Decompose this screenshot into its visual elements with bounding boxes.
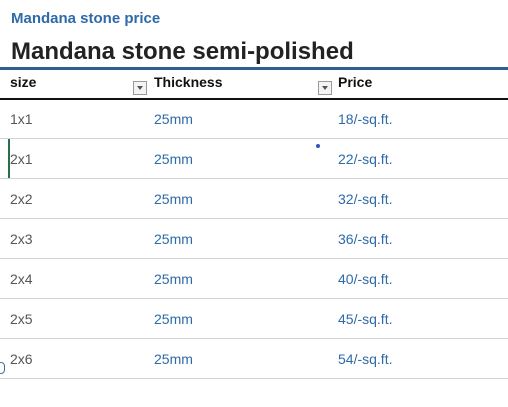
- row-divider: [0, 178, 508, 179]
- table-cell: 32/-sq.ft.: [338, 191, 393, 207]
- row-divider: [0, 138, 508, 139]
- row-divider: [0, 258, 508, 259]
- table-cell: 2x2: [10, 191, 33, 207]
- table-cell: 22/-sq.ft.: [338, 151, 393, 167]
- table-cell: 40/-sq.ft.: [338, 271, 393, 287]
- table-cell: 25mm: [154, 231, 193, 247]
- column-header: Thickness: [154, 74, 223, 90]
- table-cell: 25mm: [154, 351, 193, 367]
- column-header: size: [10, 74, 37, 90]
- sheet-title: Mandana stone price: [11, 10, 161, 27]
- table-cell: 25mm: [154, 271, 193, 287]
- column-header: Price: [338, 74, 373, 90]
- table-cell: 2x6: [10, 351, 33, 367]
- table-cell: 36/-sq.ft.: [338, 231, 393, 247]
- table-cell: 1x1: [10, 111, 33, 127]
- edge-handle: [0, 362, 5, 374]
- table-cell: 45/-sq.ft.: [338, 311, 393, 327]
- table-cell: 18/-sq.ft.: [338, 111, 393, 127]
- table-cell: 25mm: [154, 111, 193, 127]
- filter-dropdown[interactable]: [133, 81, 147, 95]
- sheet-subtitle: Mandana stone semi-polished: [11, 38, 354, 65]
- table-cell: 2x1: [10, 151, 33, 167]
- table-cell: 2x5: [10, 311, 33, 327]
- table-cell: 25mm: [154, 151, 193, 167]
- table-cell: 2x4: [10, 271, 33, 287]
- row-divider: [0, 338, 508, 339]
- cursor-dot: [316, 144, 320, 148]
- row-divider: [0, 218, 508, 219]
- table-cell: 2x3: [10, 231, 33, 247]
- table-cell: 25mm: [154, 191, 193, 207]
- title-rule: [0, 67, 508, 70]
- filter-dropdown[interactable]: [318, 81, 332, 95]
- table-cell: 25mm: [154, 311, 193, 327]
- active-cell-marker: [8, 139, 10, 178]
- row-divider: [0, 298, 508, 299]
- header-rule: [0, 98, 508, 100]
- table-cell: 54/-sq.ft.: [338, 351, 393, 367]
- row-divider: [0, 378, 508, 379]
